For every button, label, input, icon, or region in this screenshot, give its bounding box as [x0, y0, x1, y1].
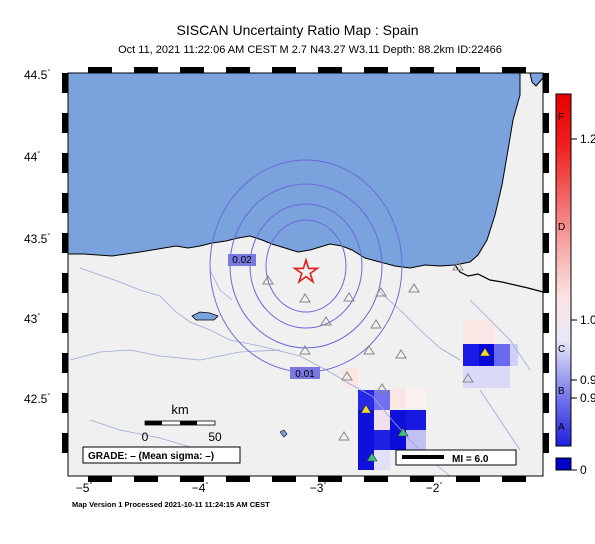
- border-line: [454, 264, 544, 293]
- grid-cell: [463, 320, 494, 344]
- grid-cell: [358, 450, 374, 470]
- scale-bar-segment: [145, 421, 162, 425]
- colorbar-letter-a: A: [558, 422, 565, 433]
- grid-cell: [463, 344, 479, 366]
- colorbar: [555, 93, 572, 447]
- colorbar-letter-d: D: [558, 222, 566, 233]
- station-icon: [343, 292, 355, 302]
- grid-cell: [374, 410, 390, 430]
- grid-cell: [406, 430, 426, 450]
- contour-label-001: 0.01: [295, 369, 315, 380]
- reservoir: [191, 311, 219, 321]
- lat-label-43-5: 43.5°: [24, 232, 51, 246]
- grid-cell: [374, 430, 390, 450]
- colorbar-letter-f: F: [558, 112, 565, 123]
- station-active-icon: [479, 347, 491, 357]
- station-icon: [338, 431, 350, 441]
- colorbar-value-1-2: 1.2: [580, 132, 595, 146]
- mi-legend-line: [402, 455, 444, 459]
- grid-cell: [374, 390, 390, 410]
- scale-end: 50: [208, 430, 222, 444]
- station-icon: [452, 261, 464, 271]
- footer-processed: Map Version 1 Processed 2021-10-11 11:24…: [72, 500, 270, 509]
- grid-cell: [390, 410, 406, 430]
- lake: [279, 429, 288, 438]
- grade-label: GRADE: – (Mean sigma: –): [88, 451, 214, 462]
- colorbar-letter-c: C: [558, 344, 566, 355]
- station-icon: [363, 345, 375, 355]
- grid-cell: [510, 344, 518, 366]
- station-icon: [341, 371, 353, 381]
- station-icon: [408, 283, 420, 293]
- lat-label-44-5: 44.5°: [24, 68, 51, 82]
- grid-cell: [390, 388, 406, 408]
- lon-label-minus-3: −3°: [309, 481, 327, 495]
- grid-cell: [406, 388, 426, 408]
- scale-bar-segment: [180, 421, 197, 425]
- lat-label-44: 44°: [24, 150, 41, 164]
- colorbar-letter-b: B: [558, 386, 565, 397]
- lat-label-43: 43°: [24, 312, 41, 326]
- scale-start: 0: [142, 430, 149, 444]
- grid-cell: [463, 366, 510, 388]
- station-icon: [262, 275, 274, 285]
- grid-cell: [494, 344, 510, 366]
- station-icon: [375, 287, 387, 297]
- grid-cell: [358, 410, 374, 430]
- station-icon: [462, 373, 474, 383]
- contour-label-002: 0.02: [232, 255, 252, 266]
- station-icon: [320, 316, 332, 326]
- lat-label-42-5: 42.5°: [24, 392, 51, 406]
- epicenter-star-icon: [292, 257, 320, 284]
- station-active-icon: [397, 427, 409, 437]
- scale-unit: km: [171, 402, 188, 417]
- colorbar-min-swatch: [555, 457, 572, 471]
- grid-cell: [406, 410, 426, 430]
- station-icon: [395, 349, 407, 359]
- map-subtitle: Oct 11, 2021 11:22:06 AM CEST M 2.7 N43.…: [118, 44, 502, 56]
- sea-area: [67, 72, 521, 269]
- colorbar-ticks: [571, 138, 577, 471]
- grade-box: [82, 446, 241, 464]
- colorbar-value-0-9a: 0.9: [580, 373, 595, 387]
- colorbar-value-0: 0: [580, 463, 587, 477]
- lon-label-minus-4: −4°: [191, 481, 209, 495]
- station-icon: [299, 345, 311, 355]
- grid-cell: [374, 450, 390, 470]
- lon-label-minus-5: −5°: [75, 481, 93, 495]
- station-icon: [370, 319, 382, 329]
- contour-label-box-002: [228, 254, 256, 266]
- station-icon: [299, 293, 311, 303]
- station-markers: [262, 261, 474, 441]
- grid-cells: [342, 320, 518, 470]
- contour-label-box-001: [290, 367, 320, 379]
- colorbar-value-0-9b: 0.9: [580, 391, 595, 405]
- grid-cell: [358, 430, 374, 450]
- colorbar-value-1-0: 1.0: [580, 313, 595, 327]
- mi-legend-box: [395, 449, 517, 466]
- station-icon: [376, 383, 388, 393]
- frame-ticks: [62, 67, 549, 482]
- lon-label-minus-2: −2°: [425, 481, 443, 495]
- station-active-icon: [366, 452, 378, 462]
- mi-legend-label: MI = 6.0: [452, 454, 489, 465]
- map-title: SISCAN Uncertainty Ratio Map : Spain: [176, 22, 419, 38]
- grid-cell: [342, 368, 358, 388]
- station-active-icon: [360, 404, 372, 414]
